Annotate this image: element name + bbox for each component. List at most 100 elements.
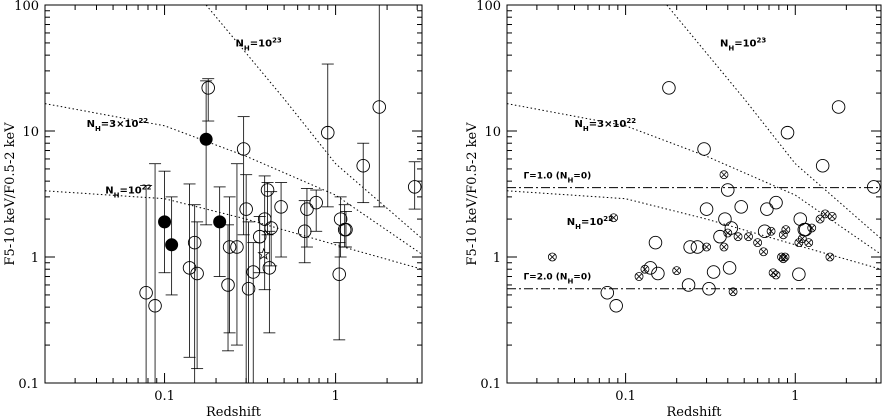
open-circle-point	[662, 81, 676, 95]
nh-curve-label-part: N	[720, 38, 728, 49]
gamma-line-label-part: H	[567, 176, 573, 184]
crossed-circle-point	[827, 212, 837, 221]
crossed-circle-ring	[719, 170, 729, 180]
open-circle-point	[372, 100, 387, 114]
crossed-circle-point	[672, 266, 682, 275]
nh-curve-label-part: =3×10	[101, 119, 139, 130]
nh-curve-label-part: =3×10	[589, 119, 627, 130]
chart-panel-right: 0.1 1 0.1 1 10 100 Redshift F5-10 keV/F0.5-2 ke…	[465, 0, 882, 419]
crossed-circle-point	[728, 287, 738, 297]
crossed-circle-ring	[825, 252, 835, 262]
y-tick-label: 1	[31, 251, 39, 266]
x-axis-ticks	[506, 5, 877, 383]
open-circle-point	[257, 212, 272, 226]
crossed-circle-x	[610, 214, 617, 221]
filled-circle-point	[199, 132, 213, 146]
crossed-circle-point	[807, 223, 817, 233]
open-circle-point	[339, 222, 353, 237]
crossed-circle-ring	[759, 247, 768, 257]
crossed-circle-x	[720, 243, 728, 251]
open-circle-point	[321, 125, 335, 140]
open-circle-point	[792, 267, 806, 281]
open-circle-point	[262, 261, 277, 275]
gamma-line-label-part: =0)	[573, 273, 591, 283]
y-tick-label: 100	[14, 0, 39, 14]
crossed-circle-ring	[733, 232, 743, 242]
open-circle-point	[699, 202, 714, 216]
nh-curve-label-part: H	[728, 44, 734, 52]
crossed-circle-x	[720, 171, 728, 178]
crossed-circle-point	[733, 232, 743, 242]
gamma-line-label-part: Γ=1.0 (N	[523, 171, 567, 181]
open-circle-point	[332, 267, 346, 281]
y-axis-label: F5-10 keV/F0.5-2 keV	[465, 122, 480, 266]
crossed-circle-ring	[766, 226, 776, 236]
open-circle-point	[831, 100, 846, 114]
open-circle-point	[706, 265, 721, 279]
nh-curve-label-part: N	[575, 119, 583, 130]
nh-curve-label-part: H	[583, 125, 589, 133]
open-circle-point	[230, 240, 244, 254]
open-circle-point	[201, 81, 215, 95]
crossed-circle-point	[609, 213, 619, 223]
plot-frame	[506, 4, 882, 384]
y-tick-label: 10	[22, 125, 39, 140]
nh-curve-label-part: =10	[581, 217, 603, 228]
y-tick-label: 0.1	[480, 377, 501, 392]
crossed-circle-point	[825, 252, 835, 262]
open-circle-point	[780, 125, 795, 140]
crossed-circle-x	[703, 243, 710, 251]
open-circle-point	[139, 286, 153, 300]
gamma-line-label: Γ=1.0 (NH=0)	[523, 171, 591, 184]
nh-curve-label-part: =10	[250, 38, 272, 49]
filled-circle-point	[165, 238, 179, 252]
crossed-circle-ring	[778, 254, 788, 264]
crossed-circle-point	[702, 242, 711, 252]
nh-curve-label-part: H	[114, 191, 120, 199]
crossed-circle-x	[767, 228, 775, 235]
nh-curve-label-part: N	[105, 185, 113, 196]
gamma-line-label-part: Γ=2.0 (N	[523, 273, 567, 283]
crossed-circle-point	[778, 230, 788, 240]
open-circle-point	[252, 229, 267, 244]
open-circle-point	[760, 202, 774, 216]
open-circle-point	[683, 240, 697, 254]
y-axis-ticks	[45, 4, 422, 384]
nh-curve	[507, 103, 881, 255]
open-circle-point	[356, 158, 370, 173]
crossed-circle-ring	[771, 270, 781, 280]
open-circle-point	[407, 180, 422, 194]
open-circle-point	[866, 180, 881, 194]
crossed-circle-ring	[753, 238, 763, 248]
nh-curve	[205, 5, 422, 239]
open-circle-point	[260, 183, 275, 197]
crossed-circle-point	[759, 247, 768, 257]
crossed-circle-ring	[804, 238, 814, 248]
crossed-circle-ring	[807, 223, 817, 233]
open-circle-point	[300, 202, 314, 216]
crossed-circle-x	[808, 224, 815, 232]
crossed-circle-x	[730, 288, 737, 295]
y-axis-ticks	[507, 4, 881, 384]
plot-area	[507, 5, 881, 313]
crossed-circle-x	[799, 235, 806, 242]
open-circle-point	[793, 212, 808, 226]
crossed-circle-ring	[719, 242, 729, 252]
crossed-circle-ring	[768, 268, 778, 278]
x-tick-label: 1	[791, 389, 799, 404]
open-circle-point	[190, 266, 204, 281]
open-circle-point	[222, 240, 237, 254]
nh-curve-label-part: 22	[603, 215, 613, 223]
crossed-circle-ring	[547, 252, 557, 262]
crossed-circle-x	[754, 239, 761, 246]
y-tick-label: 10	[484, 125, 501, 140]
crossed-circle-x	[795, 239, 802, 246]
crossed-circle-ring	[702, 242, 711, 252]
nh-curve-label-part: N	[87, 119, 95, 130]
crossed-circle-point	[780, 252, 790, 262]
nh-curve-label-part: 23	[272, 36, 282, 44]
crossed-circle-ring	[827, 212, 837, 221]
nh-curve-label: NH=1022	[567, 215, 613, 231]
crossed-circle-x	[826, 253, 834, 261]
